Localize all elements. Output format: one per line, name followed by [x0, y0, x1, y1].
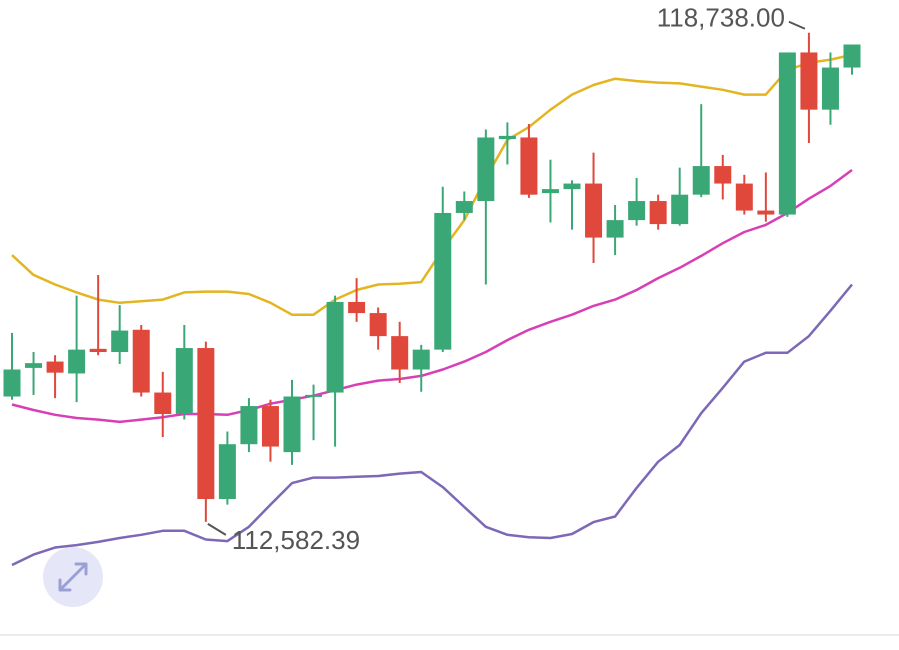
candle-body — [197, 348, 215, 500]
candle-body — [111, 330, 129, 353]
candle-body — [240, 406, 258, 445]
candle-body — [821, 67, 839, 110]
candle-body — [757, 210, 775, 215]
candle-body — [541, 189, 559, 194]
candle-body — [563, 183, 581, 190]
candle-body — [391, 336, 409, 370]
plot-area — [3, 20, 861, 567]
candle-body — [46, 361, 64, 373]
candle-body — [348, 301, 366, 314]
candle-body — [692, 166, 710, 195]
candle-body — [154, 392, 172, 414]
max-annotation: 118,738.00 — [657, 3, 785, 33]
candle-body — [714, 166, 732, 184]
candle-body — [25, 363, 43, 368]
candle-body — [649, 201, 667, 225]
candle-body — [283, 396, 301, 453]
candle-body — [520, 137, 538, 195]
candle-body — [261, 406, 279, 447]
candle-body — [305, 394, 323, 397]
max-leader — [788, 20, 806, 30]
candle-body — [326, 301, 344, 393]
expand-button[interactable] — [43, 547, 103, 607]
candle-body — [68, 349, 86, 374]
min-leader — [207, 523, 227, 536]
candle-body — [218, 444, 236, 500]
expand-icon — [58, 562, 88, 592]
candle-body — [628, 201, 646, 221]
candle-body — [3, 369, 21, 397]
candle-body — [412, 349, 430, 370]
candle-body — [89, 348, 107, 353]
candle-body — [735, 183, 753, 211]
min-annotation: 112,582.39 — [232, 525, 360, 555]
band-line — [11, 53, 853, 316]
candle-body — [800, 52, 818, 110]
candle-body — [498, 135, 516, 140]
candle-body — [175, 348, 193, 414]
band-line — [11, 283, 853, 567]
candle-body — [455, 201, 473, 213]
candle-body — [434, 212, 452, 350]
candle-body — [132, 329, 150, 393]
candle-body — [843, 44, 861, 68]
band-line — [11, 168, 853, 424]
candle-body — [606, 220, 624, 238]
candle-body — [671, 194, 689, 225]
candle-body — [585, 183, 603, 238]
candle-body — [477, 137, 495, 202]
candle-body — [369, 313, 387, 337]
candle-body — [778, 52, 796, 215]
